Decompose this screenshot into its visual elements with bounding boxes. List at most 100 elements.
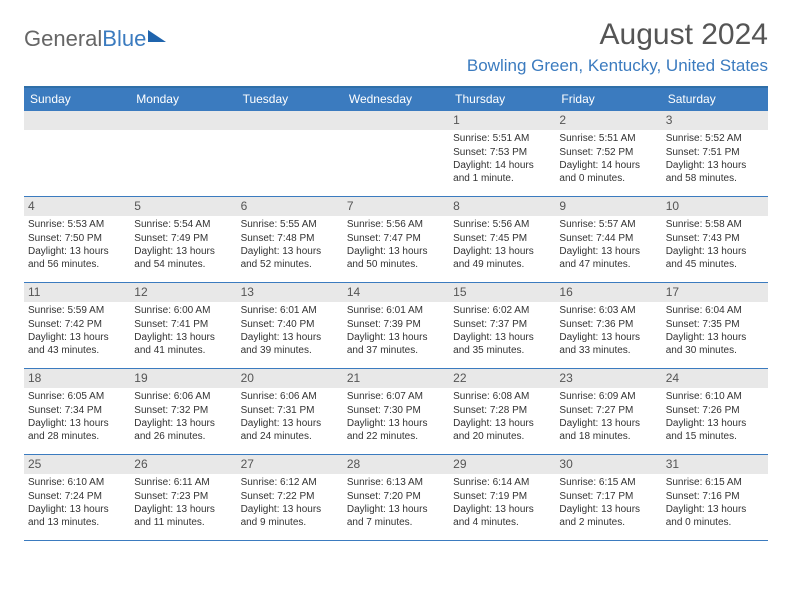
day-number: 17 xyxy=(662,283,768,302)
sunrise-text: Sunrise: 5:59 AM xyxy=(28,305,126,318)
sunrise-text: Sunrise: 6:06 AM xyxy=(134,391,232,404)
daylight-text: Daylight: 13 hours and 45 minutes. xyxy=(666,246,764,271)
sunrise-text: Sunrise: 5:56 AM xyxy=(347,219,445,232)
sunrise-text: Sunrise: 6:07 AM xyxy=(347,391,445,404)
sunset-text: Sunset: 7:26 PM xyxy=(666,405,764,418)
sunrise-text: Sunrise: 6:08 AM xyxy=(453,391,551,404)
sunrise-text: Sunrise: 6:06 AM xyxy=(241,391,339,404)
day-cell: 16 Sunrise: 6:03 AMSunset: 7:36 PMDayligh… xyxy=(555,283,661,369)
day-cell: 14Sunrise: 6:01 AMSunset: 7:39 PMDayligh… xyxy=(343,283,449,369)
sunset-text: Sunset: 7:36 PM xyxy=(559,319,657,332)
sunrise-text: Sunrise: 5:55 AM xyxy=(241,219,339,232)
daynum-empty xyxy=(130,111,236,130)
daynum-empty xyxy=(343,111,449,130)
day-number: 1 xyxy=(449,111,555,130)
daylight-text: Daylight: 13 hours and 11 minutes. xyxy=(134,504,232,529)
day-cell: 24Sunrise: 6:10 AMSunset: 7:26 PMDayligh… xyxy=(662,369,768,455)
sunrise-text: Sunrise: 6:10 AM xyxy=(666,391,764,404)
sunrise-text: Sunrise: 6:00 AM xyxy=(134,305,232,318)
sunset-text: Sunset: 7:30 PM xyxy=(347,405,445,418)
daylight-text: Daylight: 13 hours and 41 minutes. xyxy=(134,332,232,357)
sunrise-text: Sunrise: 5:51 AM xyxy=(453,133,551,146)
daylight-text: Daylight: 13 hours and 4 minutes. xyxy=(453,504,551,529)
sunset-text: Sunset: 7:52 PM xyxy=(559,147,657,160)
day-cell: 5Sunrise: 5:54 AMSunset: 7:49 PMDaylight… xyxy=(130,197,236,283)
location-label: Bowling Green, Kentucky, United States xyxy=(467,56,768,76)
daylight-text: Daylight: 13 hours and 43 minutes. xyxy=(28,332,126,357)
sunset-text: Sunset: 7:20 PM xyxy=(347,491,445,504)
day-number: 30 xyxy=(555,455,661,474)
empty-cell xyxy=(130,111,236,197)
sunset-text: Sunset: 7:17 PM xyxy=(559,491,657,504)
sunset-text: Sunset: 7:35 PM xyxy=(666,319,764,332)
daylight-text: Daylight: 14 hours and 1 minute. xyxy=(453,160,551,185)
day-cell: 7Sunrise: 5:56 AMSunset: 7:47 PMDaylight… xyxy=(343,197,449,283)
header: GeneralBlue August 2024 Bowling Green, K… xyxy=(24,18,768,76)
sunrise-text: Sunrise: 5:53 AM xyxy=(28,219,126,232)
day-cell: 6Sunrise: 5:55 AMSunset: 7:48 PMDaylight… xyxy=(237,197,343,283)
sunset-text: Sunset: 7:40 PM xyxy=(241,319,339,332)
day-cell: 8Sunrise: 5:56 AMSunset: 7:45 PMDaylight… xyxy=(449,197,555,283)
day-cell: 9Sunrise: 5:57 AMSunset: 7:44 PMDaylight… xyxy=(555,197,661,283)
day-cell: 10Sunrise: 5:58 AMSunset: 7:43 PMDayligh… xyxy=(662,197,768,283)
day-number: 11 xyxy=(24,283,130,302)
sunset-text: Sunset: 7:22 PM xyxy=(241,491,339,504)
daylight-text: Daylight: 13 hours and 20 minutes. xyxy=(453,418,551,443)
day-cell: 11 Sunrise: 5:59 AMSunset: 7:42 PMDayligh… xyxy=(24,283,130,369)
day-number: 3 xyxy=(662,111,768,130)
daylight-text: Daylight: 13 hours and 39 minutes. xyxy=(241,332,339,357)
daylight-text: Daylight: 13 hours and 7 minutes. xyxy=(347,504,445,529)
sunset-text: Sunset: 7:27 PM xyxy=(559,405,657,418)
sunrise-text: Sunrise: 6:10 AM xyxy=(28,477,126,490)
day-number: 13 xyxy=(237,283,343,302)
daylight-text: Daylight: 13 hours and 33 minutes. xyxy=(559,332,657,357)
day-number: 29 xyxy=(449,455,555,474)
day-number: 10 xyxy=(662,197,768,216)
daylight-text: Daylight: 13 hours and 0 minutes. xyxy=(666,504,764,529)
day-number: 27 xyxy=(237,455,343,474)
day-number: 12 xyxy=(130,283,236,302)
day-cell: 20Sunrise: 6:06 AMSunset: 7:31 PMDayligh… xyxy=(237,369,343,455)
sunset-text: Sunset: 7:50 PM xyxy=(28,233,126,246)
daylight-text: Daylight: 13 hours and 18 minutes. xyxy=(559,418,657,443)
day-cell: 30Sunrise: 6:15 AMSunset: 7:17 PMDayligh… xyxy=(555,455,661,541)
sunrise-text: Sunrise: 6:15 AM xyxy=(666,477,764,490)
day-number: 19 xyxy=(130,369,236,388)
day-header: Sunday xyxy=(24,88,130,111)
day-number: 26 xyxy=(130,455,236,474)
sunset-text: Sunset: 7:49 PM xyxy=(134,233,232,246)
daynum-empty xyxy=(237,111,343,130)
sunset-text: Sunset: 7:42 PM xyxy=(28,319,126,332)
day-header: Thursday xyxy=(449,88,555,111)
sunset-text: Sunset: 7:47 PM xyxy=(347,233,445,246)
day-header: Monday xyxy=(130,88,236,111)
sunset-text: Sunset: 7:53 PM xyxy=(453,147,551,160)
brand-text-2: Blue xyxy=(102,26,146,52)
month-title: August 2024 xyxy=(467,18,768,52)
daylight-text: Daylight: 13 hours and 37 minutes. xyxy=(347,332,445,357)
day-cell: 26Sunrise: 6:11 AMSunset: 7:23 PMDayligh… xyxy=(130,455,236,541)
sunrise-text: Sunrise: 5:56 AM xyxy=(453,219,551,232)
day-number: 16 xyxy=(555,283,661,302)
sunrise-text: Sunrise: 6:14 AM xyxy=(453,477,551,490)
sunrise-text: Sunrise: 6:03 AM xyxy=(559,305,657,318)
day-cell: 17Sunrise: 6:04 AMSunset: 7:35 PMDayligh… xyxy=(662,283,768,369)
day-number: 14 xyxy=(343,283,449,302)
day-header: Tuesday xyxy=(237,88,343,111)
sunset-text: Sunset: 7:23 PM xyxy=(134,491,232,504)
day-number: 31 xyxy=(662,455,768,474)
day-number: 25 xyxy=(24,455,130,474)
daylight-text: Daylight: 13 hours and 35 minutes. xyxy=(453,332,551,357)
sunrise-text: Sunrise: 6:09 AM xyxy=(559,391,657,404)
sunset-text: Sunset: 7:34 PM xyxy=(28,405,126,418)
sunset-text: Sunset: 7:31 PM xyxy=(241,405,339,418)
daylight-text: Daylight: 13 hours and 52 minutes. xyxy=(241,246,339,271)
sunrise-text: Sunrise: 6:04 AM xyxy=(666,305,764,318)
sunset-text: Sunset: 7:24 PM xyxy=(28,491,126,504)
sunset-text: Sunset: 7:41 PM xyxy=(134,319,232,332)
brand-logo: GeneralBlue xyxy=(24,18,166,52)
brand-shape-icon xyxy=(148,30,166,42)
day-cell: 13Sunrise: 6:01 AMSunset: 7:40 PMDayligh… xyxy=(237,283,343,369)
daylight-text: Daylight: 13 hours and 28 minutes. xyxy=(28,418,126,443)
sunset-text: Sunset: 7:44 PM xyxy=(559,233,657,246)
